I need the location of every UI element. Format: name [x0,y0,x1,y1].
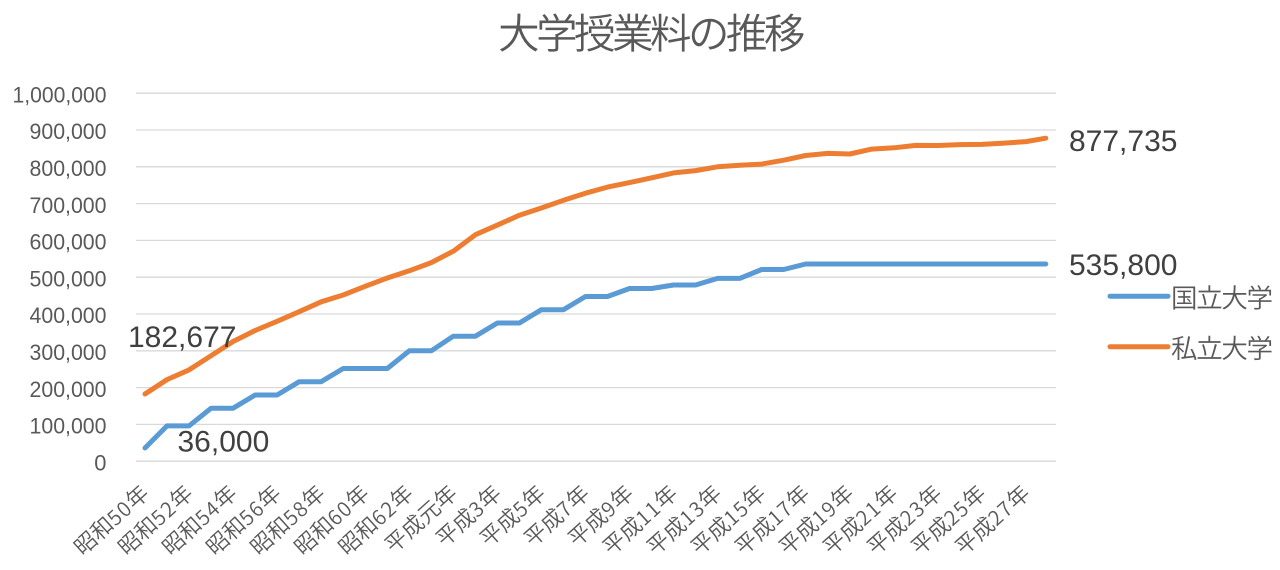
svg-text:100,000: 100,000 [30,414,107,439]
svg-text:300,000: 300,000 [30,340,107,365]
svg-text:500,000: 500,000 [30,266,107,291]
svg-text:400,000: 400,000 [30,303,107,328]
svg-text:535,800: 535,800 [1069,249,1177,282]
svg-text:0: 0 [94,450,106,475]
svg-text:700,000: 700,000 [30,193,107,218]
svg-text:900,000: 900,000 [30,119,107,144]
svg-text:800,000: 800,000 [30,156,107,181]
svg-text:200,000: 200,000 [30,377,107,402]
svg-text:877,735: 877,735 [1069,125,1177,158]
svg-text:1,000,000: 1,000,000 [13,82,107,107]
svg-text:182,677: 182,677 [128,321,236,354]
svg-text:600,000: 600,000 [30,230,107,255]
svg-text:36,000: 36,000 [178,425,270,458]
